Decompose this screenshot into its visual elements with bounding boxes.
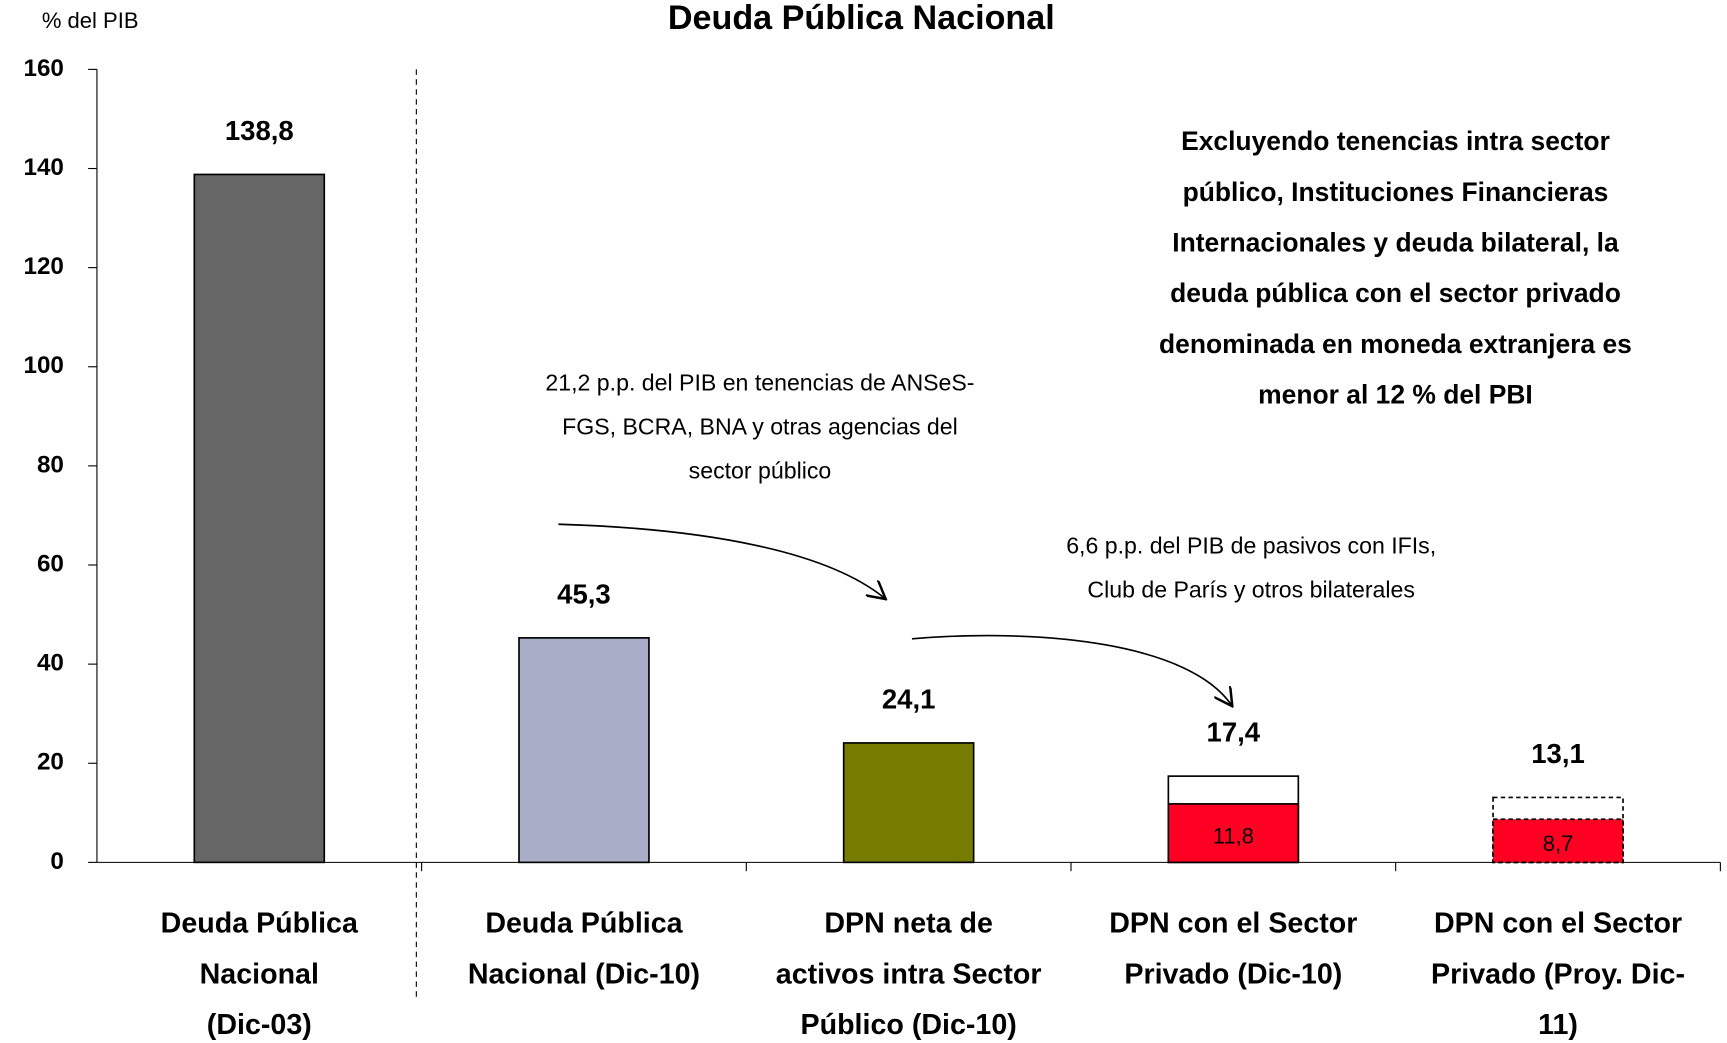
y-tick-label: 140: [23, 154, 63, 181]
x-tick-label: 11): [1538, 1009, 1578, 1041]
value-label: 13,1: [1531, 738, 1585, 769]
x-tick-label: Privado (Dic-10): [1124, 958, 1342, 990]
y-tick-label: 80: [37, 451, 64, 478]
note: deuda pública con el sector privado: [1170, 278, 1621, 308]
x-tick-label: Público (Dic-10): [801, 1009, 1017, 1041]
annotation: 6,6 p.p. del PIB de pasivos con IFIs,: [1066, 532, 1436, 558]
sub-bar: [1492, 818, 1624, 864]
value-label: 138,8: [225, 115, 294, 146]
arrow: [911, 634, 1231, 705]
chart-title: Deuda Pública Nacional: [668, 0, 1055, 37]
value-label: 17,4: [1207, 717, 1261, 748]
x-tick-label: DPN con el Sector: [1434, 908, 1682, 940]
x-tick-label: Deuda Pública: [485, 908, 683, 940]
sub-bar: [1167, 803, 1300, 864]
x-tick-label: Nacional: [200, 958, 319, 990]
y-tick-label: 40: [37, 650, 64, 677]
y-axis-label: % del PIB: [42, 8, 139, 33]
x-tick-label: Privado (Proy. Dic-: [1431, 958, 1685, 990]
note: denominada en moneda extranjera es: [1159, 329, 1632, 359]
annotation: 21,2 p.p. del PIB en tenencias de ANSeS-: [545, 369, 974, 395]
note: Internacionales y deuda bilateral, la: [1172, 227, 1619, 257]
y-tick-label: 0: [50, 848, 63, 875]
note: Excluyendo tenencias intra sector: [1181, 126, 1610, 156]
y-tick-label: 160: [23, 55, 63, 82]
annotation: Club de París y otros bilaterales: [1087, 577, 1415, 603]
x-tick-label: (Dic-03): [207, 1009, 312, 1041]
y-tick-label: 20: [37, 749, 64, 776]
y-tick-label: 60: [37, 550, 64, 577]
bar: [193, 173, 326, 864]
bar: [842, 742, 975, 864]
note: público, Instituciones Financieras: [1183, 177, 1609, 207]
x-tick-label: Nacional (Dic-10): [468, 958, 700, 990]
bar: [518, 637, 650, 864]
annotation: FGS, BCRA, BNA y otras agencias del: [562, 414, 958, 440]
x-tick-label: DPN neta de: [824, 908, 993, 940]
x-tick-label: Deuda Pública: [161, 908, 359, 940]
sub-value-label: 8,7: [1543, 831, 1574, 856]
y-tick-label: 100: [23, 352, 63, 379]
x-tick-label: activos intra Sector: [776, 958, 1042, 990]
sub-value-label: 11,8: [1213, 823, 1254, 848]
value-label: 24,1: [882, 683, 936, 714]
note: menor al 12 % del PBI: [1258, 379, 1533, 409]
y-tick-label: 120: [23, 253, 63, 280]
x-tick-label: DPN con el Sector: [1109, 908, 1357, 940]
annotation: sector público: [689, 458, 832, 484]
arrow: [558, 523, 884, 598]
value-label: 45,3: [557, 578, 611, 609]
